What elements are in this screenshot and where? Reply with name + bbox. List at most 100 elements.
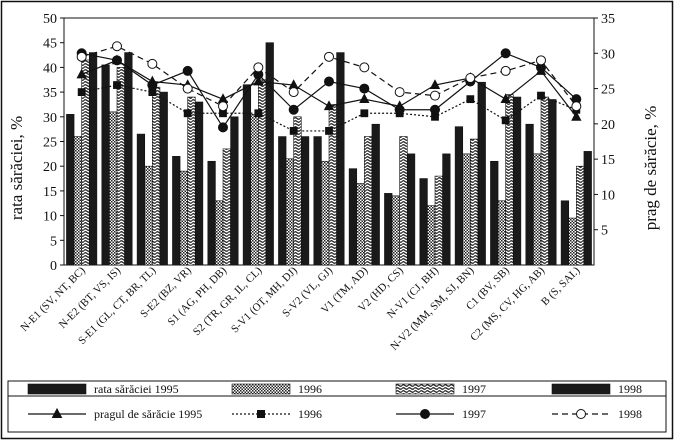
bar-2 — [568, 217, 577, 266]
y-tick-label: 5 — [50, 234, 57, 249]
point-series-1 — [253, 75, 264, 86]
point-series-2 — [501, 116, 510, 125]
point-series-2 — [77, 88, 86, 96]
y2-axis-ticks: 5 10 15 20 25 30 35 — [594, 12, 615, 239]
bar-2 — [285, 158, 294, 266]
bar-group — [66, 42, 592, 266]
legend: rata sărăciei 1995 1996 1997 1998 pragul de … — [27, 382, 642, 421]
point-series-3 — [218, 122, 228, 133]
legend-label-7: 1997 — [462, 407, 486, 421]
point-series-2 — [537, 91, 545, 100]
bar-4 — [477, 81, 486, 266]
point-series-4 — [500, 65, 511, 76]
point-series-3 — [324, 76, 334, 87]
point-series-4 — [394, 87, 405, 98]
bar-3 — [152, 86, 161, 266]
legend-label-5: pragul de sărăcie 1995 — [94, 407, 202, 421]
bar-3 — [399, 136, 408, 266]
bar-3 — [116, 67, 125, 266]
y-tick-label: 25 — [43, 136, 57, 151]
point-series-4 — [430, 90, 440, 101]
bar-1 — [278, 136, 287, 266]
bar-4 — [265, 42, 274, 266]
y2-tick-label: 5 — [601, 224, 608, 239]
legend-label-4: 1998 — [618, 382, 642, 396]
legend-swatch-4 — [551, 383, 611, 395]
y2-tick-label: 15 — [601, 153, 615, 168]
line-series-2 — [81, 84, 577, 132]
bar-3 — [434, 175, 443, 266]
bar-1 — [419, 178, 428, 266]
bar-1 — [490, 160, 499, 266]
bar-1 — [454, 126, 464, 266]
point-series-4 — [112, 41, 122, 52]
legend-swatch-2 — [231, 383, 291, 395]
legend-label-2: 1996 — [298, 382, 322, 396]
point-series-2 — [113, 81, 121, 89]
point-series-1 — [359, 93, 370, 104]
bar-2 — [250, 114, 259, 266]
bar-1 — [313, 136, 322, 266]
point-series-4 — [324, 51, 334, 62]
bar-4 — [124, 52, 133, 266]
bar-2 — [73, 136, 82, 266]
bar-2 — [179, 170, 188, 266]
bar-4 — [548, 99, 557, 266]
bar-2 — [356, 183, 365, 266]
point-series-2 — [360, 109, 369, 118]
legend-label-6: 1996 — [298, 407, 322, 421]
point-series-2 — [183, 109, 192, 118]
point-series-3 — [500, 48, 511, 59]
point-series-1 — [429, 79, 441, 89]
legend-swatch-3 — [395, 383, 455, 395]
bar-3 — [187, 96, 196, 266]
bar-2 — [497, 200, 506, 266]
legend-swatch-1 — [27, 383, 87, 395]
y2-tick-label: 30 — [601, 47, 615, 62]
bar-4 — [442, 153, 451, 266]
bar-4 — [88, 52, 98, 266]
y2-tick-label: 25 — [601, 83, 615, 98]
point-series-4 — [359, 62, 370, 73]
point-series-3 — [430, 104, 440, 115]
point-series-1 — [500, 93, 511, 104]
y2-tick-label: 10 — [601, 188, 615, 203]
point-series-3 — [288, 104, 299, 115]
y-tick-label: 15 — [43, 185, 57, 200]
bar-4 — [583, 151, 592, 266]
y-tick-label: 10 — [43, 210, 57, 225]
bar-1 — [172, 156, 181, 266]
bar-3 — [540, 96, 549, 266]
bar-4 — [336, 52, 345, 266]
bar-2 — [533, 153, 542, 266]
y2-tick-label: 20 — [601, 118, 615, 133]
point-series-2 — [289, 127, 298, 135]
point-series-3 — [394, 104, 405, 115]
bar-2 — [462, 153, 471, 266]
y-tick-label: 50 — [43, 12, 57, 27]
x-tick-label: S-V1 (OT, MH, DJ) — [229, 264, 300, 335]
y-tick-label: 20 — [43, 160, 57, 175]
legend-marker-5 — [51, 407, 63, 418]
legend-marker-6 — [257, 410, 265, 418]
x-tick-label: B (S, SAI.) — [539, 264, 583, 308]
point-series-1 — [76, 68, 87, 79]
legend-marker-7 — [420, 409, 430, 419]
point-series-4 — [288, 87, 299, 98]
legend-label-1: rata sărăciei 1995 — [94, 382, 179, 396]
point-series-2 — [325, 127, 333, 135]
y-tick-label: 40 — [43, 61, 57, 76]
point-series-3 — [147, 80, 158, 91]
bar-1 — [242, 84, 252, 266]
bar-3 — [364, 136, 373, 266]
point-series-4 — [218, 101, 228, 112]
point-series-2 — [466, 95, 475, 104]
bar-2 — [427, 205, 436, 266]
bar-3 — [576, 165, 585, 266]
point-series-3 — [359, 83, 370, 94]
point-series-4 — [253, 62, 264, 73]
point-series-3 — [112, 55, 122, 66]
y2-tick-label: 35 — [601, 12, 615, 27]
